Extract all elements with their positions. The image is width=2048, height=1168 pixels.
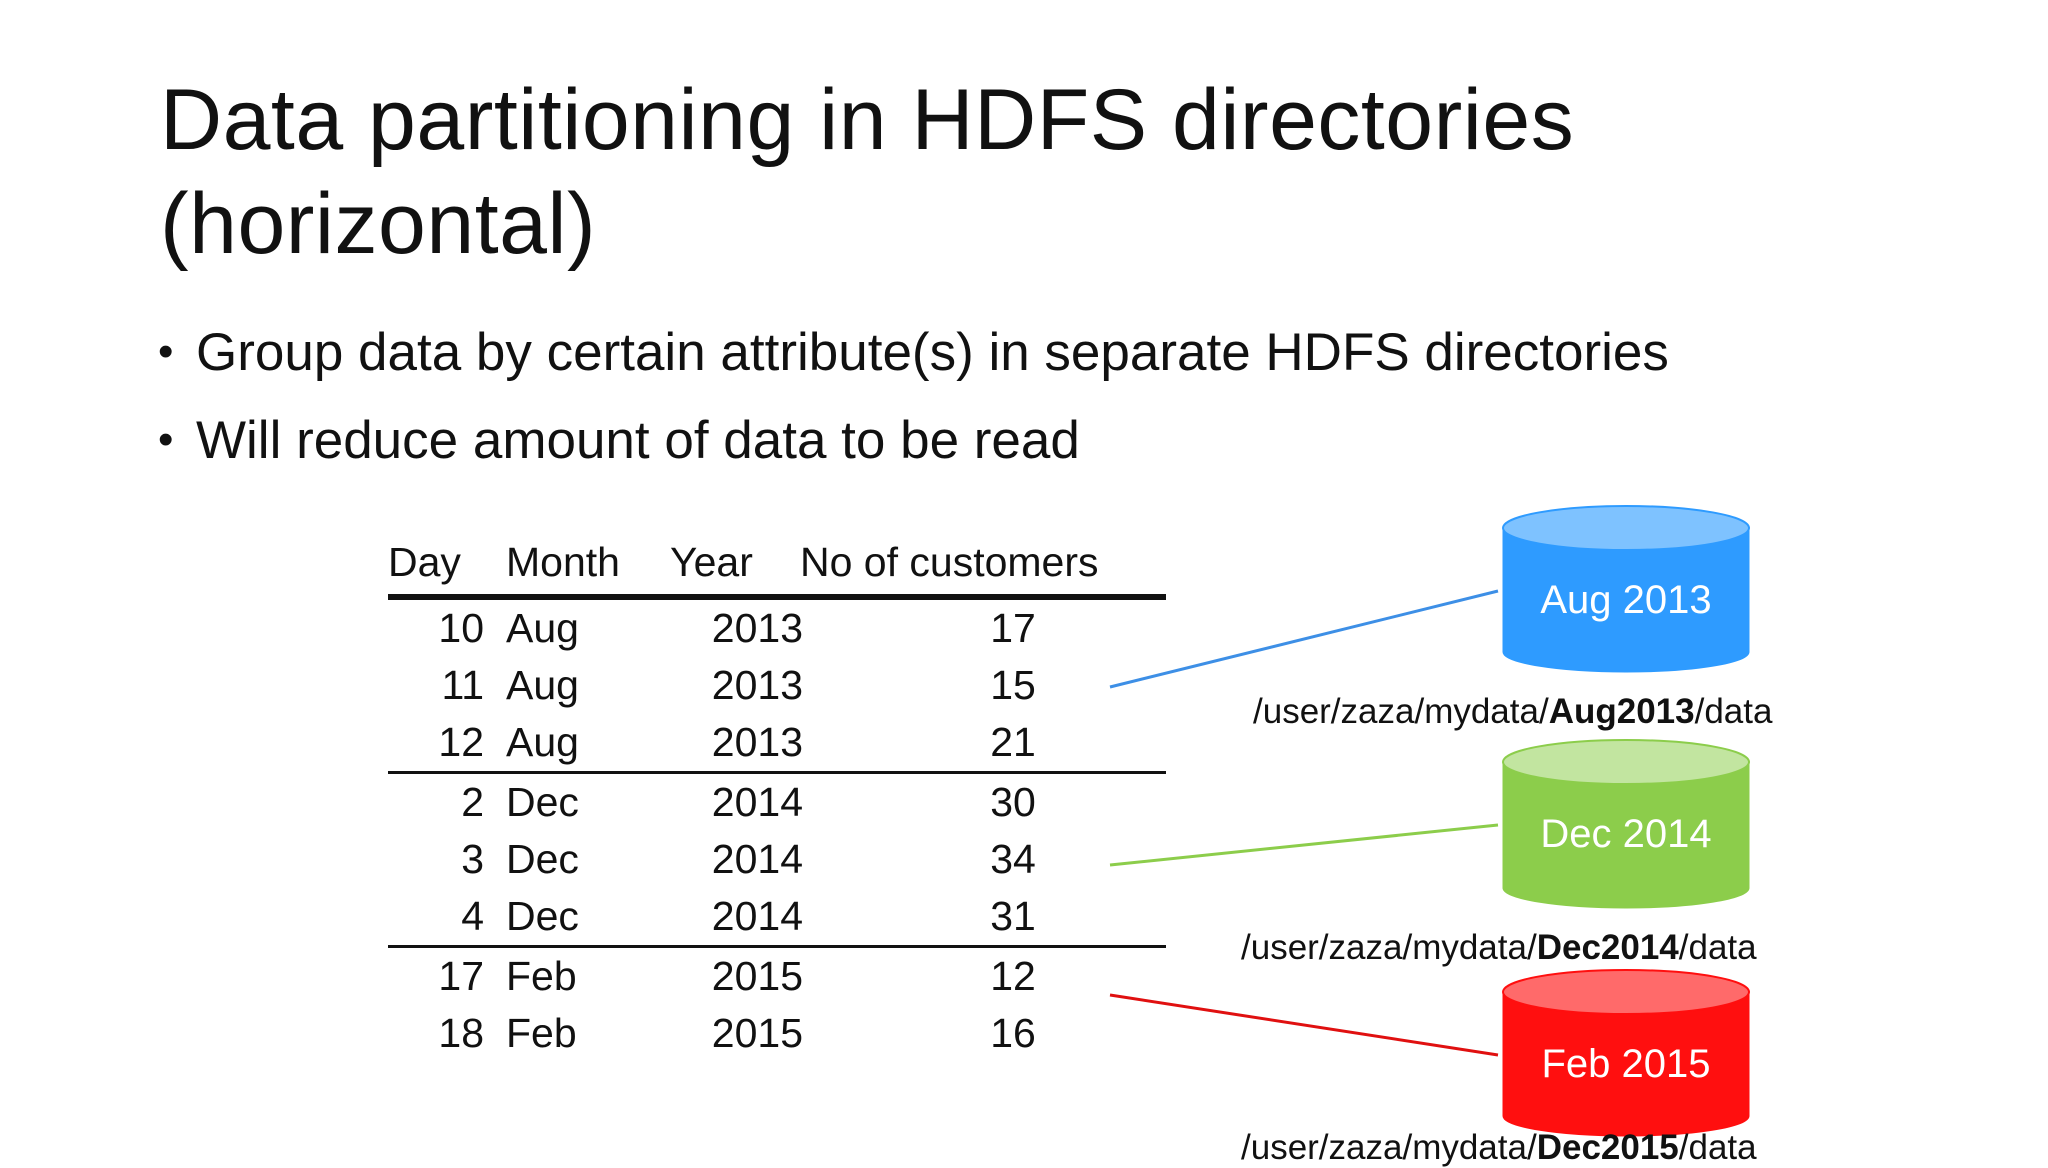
title-line-1: Data partitioning in HDFS directories: [160, 72, 1575, 168]
path-prefix: /user/zaza/mydata/: [1253, 692, 1549, 731]
cell-month: Aug: [506, 662, 579, 708]
group-divider: [388, 771, 1166, 774]
cell-month: Dec: [506, 836, 579, 882]
path-prefix: /user/zaza/mydata/: [1241, 1128, 1537, 1167]
partition-path-aug-2013: /user/zaza/mydata/Aug2013/data: [1253, 692, 1772, 732]
table-row: 12 Aug 2013 21: [388, 714, 1166, 771]
cell-day: 18: [438, 1010, 484, 1056]
cell-customers: 12: [990, 953, 1036, 999]
partition-path-dec-2014: /user/zaza/mydata/Dec2014/data: [1241, 928, 1757, 968]
cell-year: 2015: [711, 953, 803, 999]
partition-label-feb-2015: Feb 2015: [1541, 1042, 1711, 1086]
partition-path-feb-2015: /user/zaza/mydata/Dec2015/data: [1241, 1128, 1757, 1168]
cell-day: 11: [441, 662, 484, 708]
cell-month: Dec: [506, 779, 579, 825]
cell-customers: 21: [990, 719, 1036, 765]
cell-month: Aug: [506, 719, 579, 765]
table-group-feb-2015: 17 Feb 2015 12 18 Feb 2015 16: [388, 948, 1166, 1062]
connector-line-dec-2014: [1109, 823, 1499, 867]
path-suffix: /data: [1678, 928, 1757, 967]
cell-year: 2013: [711, 662, 803, 708]
cell-year: 2014: [711, 836, 803, 882]
table-row: 10 Aug 2013 17: [388, 600, 1166, 657]
path-partition: Dec2015: [1536, 1128, 1679, 1167]
slide-title: Data partitioning in HDFS directories (h…: [160, 68, 1860, 276]
cell-year: 2014: [711, 893, 803, 939]
table-row: 3 Dec 2014 34: [388, 831, 1166, 888]
group-divider: [388, 945, 1166, 948]
cell-day: 10: [438, 605, 484, 651]
cell-customers: 17: [990, 605, 1036, 651]
cell-day: 17: [438, 953, 484, 999]
table-header: Day Month Year No of customers: [388, 530, 1166, 594]
table-row: 17 Feb 2015 12: [388, 948, 1166, 1005]
table-row: 2 Dec 2014 30: [388, 774, 1166, 831]
cell-day: 2: [461, 779, 484, 825]
cell-year: 2013: [711, 605, 803, 651]
partition-label-aug-2013: Aug 2013: [1540, 578, 1712, 622]
table-group-dec-2014: 2 Dec 2014 30 3 Dec 2014 34 4 Dec 2014 3…: [388, 774, 1166, 945]
path-suffix: /data: [1678, 1128, 1757, 1167]
cell-month: Dec: [506, 893, 579, 939]
partition-label-dec-2014: Dec 2014: [1540, 812, 1712, 856]
cell-customers: 31: [990, 893, 1036, 939]
cylinder-aug-2013-icon: [1502, 505, 1750, 673]
cell-customers: 30: [990, 779, 1036, 825]
header-year: Year: [670, 539, 753, 585]
cell-customers: 15: [990, 662, 1036, 708]
header-month: Month: [506, 539, 620, 585]
cell-customers: 16: [990, 1010, 1036, 1056]
path-suffix: /data: [1694, 692, 1773, 731]
path-partition: Dec2014: [1536, 928, 1679, 967]
bullet-text: Will reduce amount of data to be read: [196, 411, 1080, 470]
bullet-dot-icon: •: [158, 415, 174, 464]
cell-day: 3: [461, 836, 484, 882]
bullet-list: • Group data by certain attribute(s) in s…: [158, 308, 1669, 484]
cell-month: Feb: [506, 953, 577, 999]
bullet-dot-icon: •: [158, 327, 174, 376]
bullet-item: • Will reduce amount of data to be read: [158, 396, 1669, 484]
path-prefix: /user/zaza/mydata/: [1241, 928, 1537, 967]
table-row: 4 Dec 2014 31: [388, 888, 1166, 945]
cylinder-dec-2014-icon: [1502, 739, 1750, 909]
cell-day: 4: [461, 893, 484, 939]
cylinder-feb-2015-icon: [1502, 969, 1750, 1137]
cell-month: Feb: [506, 1010, 577, 1056]
header-day: Day: [388, 539, 461, 585]
title-line-2: (horizontal): [160, 176, 597, 272]
header-customers: No of customers: [800, 539, 1099, 585]
cell-year: 2015: [711, 1010, 803, 1056]
cell-month: Aug: [506, 605, 579, 651]
table-row: 11 Aug 2013 15: [388, 657, 1166, 714]
connector-line-feb-2015: [1109, 993, 1499, 1057]
cell-customers: 34: [990, 836, 1036, 882]
cell-year: 2013: [711, 719, 803, 765]
bullet-item: • Group data by certain attribute(s) in s…: [158, 308, 1669, 396]
connector-line-aug-2013: [1109, 589, 1499, 689]
cell-day: 12: [438, 719, 484, 765]
bullet-text: Group data by certain attribute(s) in se…: [196, 323, 1669, 382]
table-row: 18 Feb 2015 16: [388, 1005, 1166, 1062]
data-table: Day Month Year No of customers 10 Aug 20…: [388, 530, 1166, 1062]
path-partition: Aug2013: [1548, 692, 1695, 731]
table-group-aug-2013: 10 Aug 2013 17 11 Aug 2013 15 12 Aug 201…: [388, 600, 1166, 771]
header-rule: [388, 594, 1166, 600]
cell-year: 2014: [711, 779, 803, 825]
